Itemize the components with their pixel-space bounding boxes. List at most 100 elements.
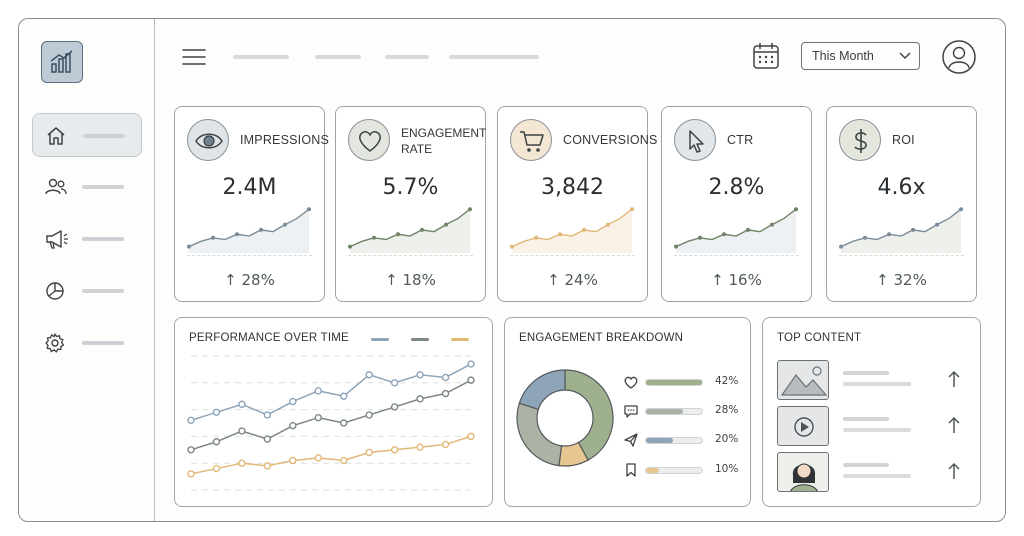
breakdown-percent: 20% [715, 433, 739, 445]
nav-placeholder-line [233, 55, 289, 59]
top-content-item[interactable] [777, 406, 967, 446]
kpi-label: CONVERSIONS [563, 133, 658, 147]
engagement-breakdown-title: ENGAGEMENT BREAKDOWN [519, 332, 684, 344]
kpi-value: 5.7% [382, 175, 439, 200]
megaphone-icon [46, 230, 68, 249]
analytics-logo-icon[interactable] [41, 41, 83, 83]
series-point-1 [441, 373, 450, 382]
series-point-3 [238, 459, 246, 467]
top-content-panel: TOP CONTENT [762, 317, 981, 507]
video-play-icon [777, 406, 829, 446]
series-point-3 [340, 456, 348, 465]
kpi-label-line: ENGAGEMENT [401, 126, 487, 140]
kpi-value: 3,842 [541, 175, 604, 200]
series-line-2 [190, 379, 472, 451]
users-icon [45, 178, 67, 195]
kpi-divider [674, 255, 799, 256]
breakdown-bar-fill [646, 438, 673, 443]
sidebar-item-reports[interactable] [32, 269, 142, 313]
user-avatar-icon[interactable] [941, 39, 977, 75]
kpi-card-ctr[interactable]: CTR 2.8% ↑ 16% [661, 106, 812, 302]
series-point-3 [289, 456, 297, 465]
kpi-label: ROI [892, 133, 915, 147]
kpi-sparkline [839, 207, 963, 253]
engagement-donut-chart [516, 369, 614, 467]
kpi-card-impressions[interactable]: IMPRESSIONS 2.4M ↑ 28% [174, 106, 329, 302]
top-content-title: TOP CONTENT [777, 332, 862, 344]
sidebar-item-label-placeholder [83, 134, 125, 138]
breakdown-bar [645, 408, 703, 415]
performance-title: PERFORMANCE OVER TIME [189, 332, 349, 344]
sidebar-item-label-placeholder [82, 289, 124, 293]
heart-icon [348, 119, 390, 161]
series-point-2 [365, 411, 373, 419]
breakdown-bar-fill [646, 380, 702, 385]
content-title-placeholder [843, 371, 889, 375]
kpi-card-conversions[interactable]: CONVERSIONS 3,842 ↑ 24% [497, 106, 657, 302]
sidebar-item-home[interactable] [32, 113, 142, 157]
eye-icon [187, 119, 229, 161]
series-point-2 [467, 376, 475, 384]
sidebar-item-label-placeholder [82, 185, 124, 189]
content-meta-placeholder [843, 382, 911, 386]
series-point-1 [365, 371, 373, 379]
series-point-3 [390, 446, 399, 454]
donut-slice-send [518, 369, 566, 411]
series-point-2 [238, 427, 246, 435]
image-thumbnail-icon [777, 360, 829, 400]
kpi-change: ↑ 18% [385, 271, 436, 289]
series-point-3 [187, 470, 195, 478]
series-point-2 [212, 438, 221, 446]
donut-slice-comment [516, 402, 563, 467]
series-point-1 [416, 371, 424, 379]
series-point-1 [390, 379, 399, 387]
cart-icon [510, 119, 552, 161]
sidebar-item-campaigns[interactable] [32, 217, 142, 261]
arrow-up-icon [948, 416, 960, 433]
sidebar-item-label-placeholder [82, 237, 124, 241]
series-point-1 [263, 411, 272, 419]
top-content-item[interactable] [777, 360, 967, 400]
content-meta-placeholder [843, 428, 911, 432]
kpi-change: ↑ 32% [876, 271, 927, 289]
kpi-change: ↑ 16% [711, 271, 762, 289]
hamburger-menu-icon[interactable] [181, 47, 207, 67]
kpi-value: 2.4M [222, 175, 277, 200]
donut-slice-heart [564, 369, 614, 461]
sidebar-item-audience[interactable] [32, 165, 142, 209]
bookmark-icon [626, 463, 636, 477]
calendar-icon[interactable] [751, 41, 781, 71]
sidebar-item-settings[interactable] [32, 321, 142, 365]
top-content-item[interactable] [777, 452, 967, 492]
series-point-2 [340, 419, 348, 427]
kpi-card-engagement[interactable]: ENGAGEMENT RATE 5.7% ↑ 18% [335, 106, 486, 302]
person-portrait-icon [777, 452, 829, 492]
kpi-divider [187, 255, 312, 256]
kpi-card-roi[interactable]: ROI 4.6x ↑ 32% [826, 106, 977, 302]
series-point-2 [263, 435, 272, 443]
kpi-label-line: ROI [892, 133, 915, 147]
sidebar [19, 19, 155, 521]
legend-swatch-series-1 [371, 338, 389, 341]
engagement-breakdown-panel: ENGAGEMENT BREAKDOWN 42% 28% 20% 10% [504, 317, 751, 507]
series-point-1 [467, 360, 475, 368]
kpi-divider [348, 255, 473, 256]
nav-placeholder-line [385, 55, 429, 59]
series-point-2 [187, 446, 195, 454]
series-line-3 [190, 435, 472, 475]
kpi-label-line: CONVERSIONS [563, 133, 658, 147]
series-point-2 [289, 421, 297, 430]
period-dropdown[interactable]: This Month [801, 42, 920, 70]
kpi-label-line: CTR [727, 133, 754, 147]
series-point-3 [467, 432, 475, 441]
home-icon [47, 127, 65, 145]
performance-panel: PERFORMANCE OVER TIME [174, 317, 493, 507]
series-point-2 [441, 389, 450, 398]
nav-placeholder-line [315, 55, 361, 59]
series-point-3 [441, 440, 450, 449]
kpi-value: 4.6x [877, 175, 926, 200]
breakdown-bar [645, 379, 703, 386]
series-point-2 [416, 395, 424, 403]
kpi-change: ↑ 28% [224, 271, 275, 289]
series-point-3 [212, 464, 221, 473]
